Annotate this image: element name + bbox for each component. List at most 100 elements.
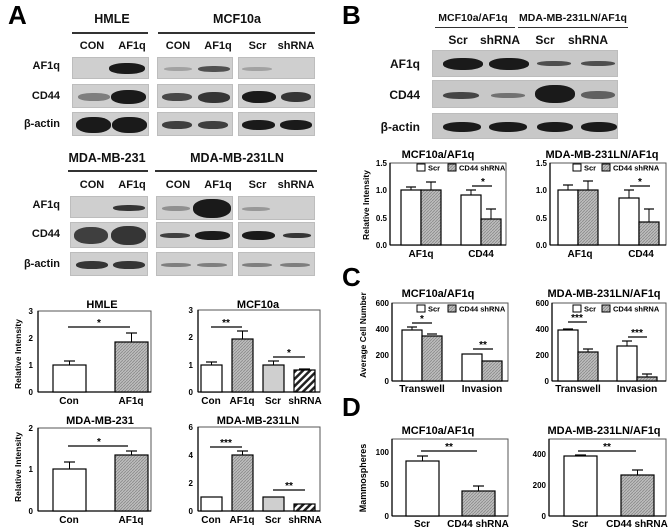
band [162,121,192,129]
band [283,233,311,238]
blot-strip [238,196,315,220]
blot-strip [238,84,315,108]
band [443,58,483,70]
group-divider [518,27,628,28]
lane-label: shRNA [567,33,608,47]
row-label: β-actin [23,118,60,130]
blot-strip [72,112,149,136]
x-tick: CD44 shRNA [606,519,668,528]
band [161,263,191,267]
row-label: AF1q [32,199,61,211]
y-tick: 0 [385,512,390,521]
y-tick: 200 [376,351,390,360]
blot-strip [238,57,315,79]
band [111,226,146,245]
chart-a-mda-mb-231: MDA-MB-231 Relative Intensity 2 1 0 * Co… [13,415,152,526]
legend-swatch-scr [572,304,582,313]
bar [401,329,423,382]
band [109,63,145,74]
lane-label: Scr [535,33,555,47]
y-tick: 1 [29,465,34,474]
blot-strip [70,252,148,276]
y-tick: 0 [29,507,34,516]
band [193,199,231,218]
bar [114,454,149,512]
row-label: AF1q [32,60,61,72]
x-tick: Con [201,396,220,407]
y-tick: 1.0 [536,186,548,195]
bar [262,496,285,512]
blot-strip [238,252,315,276]
x-tick: AF1q [119,396,144,407]
blot-strip [157,84,233,108]
panel-letter-b: B [342,0,361,30]
y-tick: 6 [189,423,194,432]
band [112,117,147,133]
bar [231,338,254,393]
band [443,92,479,99]
lane-label: shRNA [479,33,520,47]
lane-label: Scr [448,33,468,47]
bar [563,455,598,517]
legend-label: Scr [584,305,596,314]
bar [577,351,599,382]
lane-label: AF1q [118,179,146,191]
chart-title: MCF10a [237,299,280,311]
chart-a-mda-mb-231ln: MDA-MB-231LN 6 4 2 0 *** ** Con AF1q Scr… [189,415,322,526]
significance-marker: * [97,318,101,329]
x-tick: CD44 [468,249,494,260]
significance-marker: * [481,177,485,188]
y-tick: 4 [189,451,194,460]
blot-group-title: HMLE [94,12,130,26]
y-tick: 0 [29,388,34,397]
band [160,233,190,238]
blot-strip [70,222,148,248]
band [489,58,529,70]
group-divider [158,32,315,34]
y-tick: 400 [533,450,547,459]
chart-title: MDA-MB-231LN/AF1q [547,425,660,437]
bar [620,474,655,517]
lane-label: shRNA [277,40,315,52]
chart-title: HMLE [86,299,117,311]
bar [616,345,638,382]
bar [200,364,223,393]
chart-c-mcf10a-af1q: MCF10a/AF1q Average Cell Number 600 400 … [358,288,509,395]
y-tick: 0.5 [376,214,388,223]
bar [557,189,579,246]
row-label: β-actin [380,120,420,134]
y-tick: 200 [536,351,550,360]
x-tick: AF1q [409,249,434,260]
significance-marker: ** [479,340,487,351]
bar [293,369,316,393]
row-label: CD44 [389,88,420,102]
band [242,120,275,130]
blot-strip [238,222,315,248]
legend-label: CD44 shRNA [459,164,506,173]
x-tick: Scr [414,519,430,528]
significance-marker: *** [631,328,643,339]
bar [421,335,443,382]
y-tick: 0.5 [536,214,548,223]
chart-title: MCF10a/AF1q [402,149,475,161]
bar [461,490,496,517]
significance-marker: * [638,177,642,188]
band [535,85,575,103]
y-tick: 600 [376,299,390,308]
y-tick: 600 [536,299,550,308]
bar [114,341,149,393]
y-tick: 2 [189,333,194,342]
band [198,66,230,72]
significance-marker: * [97,437,101,448]
x-tick: Con [201,515,220,526]
blot-strip [157,112,233,136]
band [242,67,272,71]
band [581,122,617,132]
x-tick: Con [59,396,78,407]
y-tick: 3 [189,306,194,315]
bar [461,353,483,382]
legend-label: CD44 shRNA [613,305,660,314]
legend-swatch-shrna [447,304,457,313]
chart-a-mcf10a: MCF10a 3 2 1 0 ** * Con AF1q Scr shRNA [189,299,322,407]
lane-label: CON [79,40,105,52]
